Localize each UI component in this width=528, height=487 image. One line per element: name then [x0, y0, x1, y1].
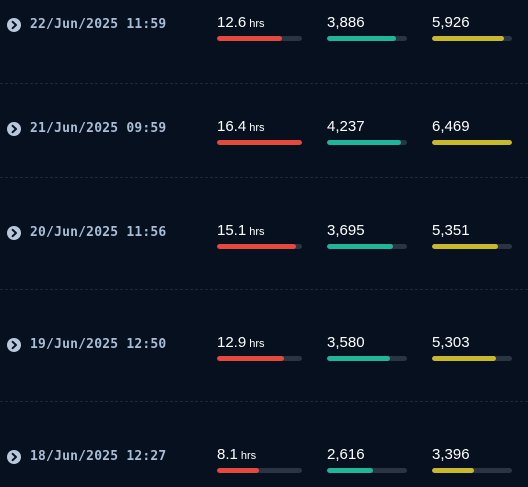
calories-metric: 5,303: [432, 334, 470, 352]
sleep-value: 12.6: [217, 14, 247, 31]
steps-metric: 4,237: [327, 118, 365, 136]
sleep-value: 12.9: [217, 334, 247, 351]
steps-value: 3,580: [327, 334, 365, 351]
sleep-progress-bar: [217, 356, 302, 361]
calories-value: 3,396: [432, 446, 470, 463]
steps-metric: 3,695: [327, 222, 365, 240]
sleep-value: 15.1: [217, 222, 247, 239]
calories-metric: 5,351: [432, 222, 470, 240]
sleep-progress-bar: [217, 140, 302, 145]
sleep-unit: hrs: [249, 122, 265, 134]
steps-progress-fill: [327, 356, 390, 361]
chevron-right-circle-icon[interactable]: [7, 122, 21, 136]
row-timestamp[interactable]: 18/Jun/2025 12:27: [30, 449, 167, 464]
steps-progress-fill: [327, 244, 393, 249]
sleep-progress-fill: [217, 140, 302, 145]
chevron-right-circle-icon[interactable]: [7, 18, 21, 32]
sleep-progress-fill: [217, 244, 296, 249]
table-row[interactable]: 19/Jun/2025 12:50 12.9 hrs 3,580 5,303: [0, 332, 528, 372]
calories-progress-bar: [432, 140, 512, 145]
steps-metric: 2,616: [327, 446, 365, 464]
row-timestamp[interactable]: 19/Jun/2025 12:50: [30, 337, 167, 352]
sleep-value: 16.4: [217, 118, 247, 135]
calories-progress-fill: [432, 244, 498, 249]
calories-value: 5,351: [432, 222, 470, 239]
steps-progress-bar: [327, 140, 407, 145]
calories-metric: 3,396: [432, 446, 470, 464]
steps-metric: 3,580: [327, 334, 365, 352]
sleep-progress-bar: [217, 36, 302, 41]
calories-value: 6,469: [432, 118, 470, 135]
sleep-metric: 12.6 hrs: [217, 14, 264, 32]
calories-progress-bar: [432, 468, 512, 473]
sleep-metric: 15.1 hrs: [217, 222, 264, 240]
row-divider: [0, 289, 528, 290]
sleep-progress-fill: [217, 468, 259, 473]
steps-progress-fill: [327, 36, 396, 41]
table-row[interactable]: 21/Jun/2025 09:59 16.4 hrs 4,237 6,469: [0, 116, 528, 156]
sleep-progress-fill: [217, 36, 282, 41]
sleep-metric: 12.9 hrs: [217, 334, 264, 352]
chevron-right-circle-icon[interactable]: [7, 226, 21, 240]
table-row[interactable]: 20/Jun/2025 11:56 15.1 hrs 3,695 5,351: [0, 220, 528, 260]
steps-progress-bar: [327, 468, 407, 473]
calories-progress-fill: [432, 140, 512, 145]
sleep-metric: 8.1 hrs: [217, 446, 256, 464]
calories-progress-fill: [432, 468, 474, 473]
sleep-progress-bar: [217, 244, 302, 249]
sleep-unit: hrs: [240, 450, 257, 462]
calories-progress-bar: [432, 244, 512, 249]
steps-progress-bar: [327, 36, 407, 41]
row-timestamp[interactable]: 22/Jun/2025 11:59: [30, 17, 167, 32]
chevron-right-circle-icon[interactable]: [7, 338, 21, 352]
calories-progress-bar: [432, 356, 512, 361]
calories-progress-fill: [432, 36, 504, 41]
calories-metric: 6,469: [432, 118, 470, 136]
steps-progress-bar: [327, 244, 407, 249]
sleep-unit: hrs: [249, 338, 265, 350]
sleep-value: 8.1: [217, 446, 238, 463]
row-divider: [0, 83, 528, 84]
table-row[interactable]: 18/Jun/2025 12:27 8.1 hrs 2,616 3,396: [0, 444, 528, 484]
steps-progress-fill: [327, 468, 373, 473]
steps-value: 3,695: [327, 222, 365, 239]
calories-progress-bar: [432, 36, 512, 41]
row-timestamp[interactable]: 21/Jun/2025 09:59: [30, 121, 167, 136]
sleep-progress-bar: [217, 468, 302, 473]
row-timestamp[interactable]: 20/Jun/2025 11:56: [30, 225, 167, 240]
steps-value: 2,616: [327, 446, 365, 463]
steps-progress-bar: [327, 356, 407, 361]
row-divider: [0, 401, 528, 402]
sleep-unit: hrs: [249, 18, 265, 30]
calories-value: 5,303: [432, 334, 470, 351]
calories-progress-fill: [432, 356, 496, 361]
steps-value: 3,886: [327, 14, 365, 31]
calories-metric: 5,926: [432, 14, 470, 32]
sleep-progress-fill: [217, 356, 284, 361]
steps-metric: 3,886: [327, 14, 365, 32]
sleep-unit: hrs: [249, 226, 265, 238]
steps-progress-fill: [327, 140, 401, 145]
steps-value: 4,237: [327, 118, 365, 135]
chevron-right-circle-icon[interactable]: [7, 450, 21, 464]
table-row[interactable]: 22/Jun/2025 11:59 12.6 hrs 3,886 5,926: [0, 12, 528, 52]
calories-value: 5,926: [432, 14, 470, 31]
sleep-metric: 16.4 hrs: [217, 118, 264, 136]
row-divider: [0, 177, 528, 178]
